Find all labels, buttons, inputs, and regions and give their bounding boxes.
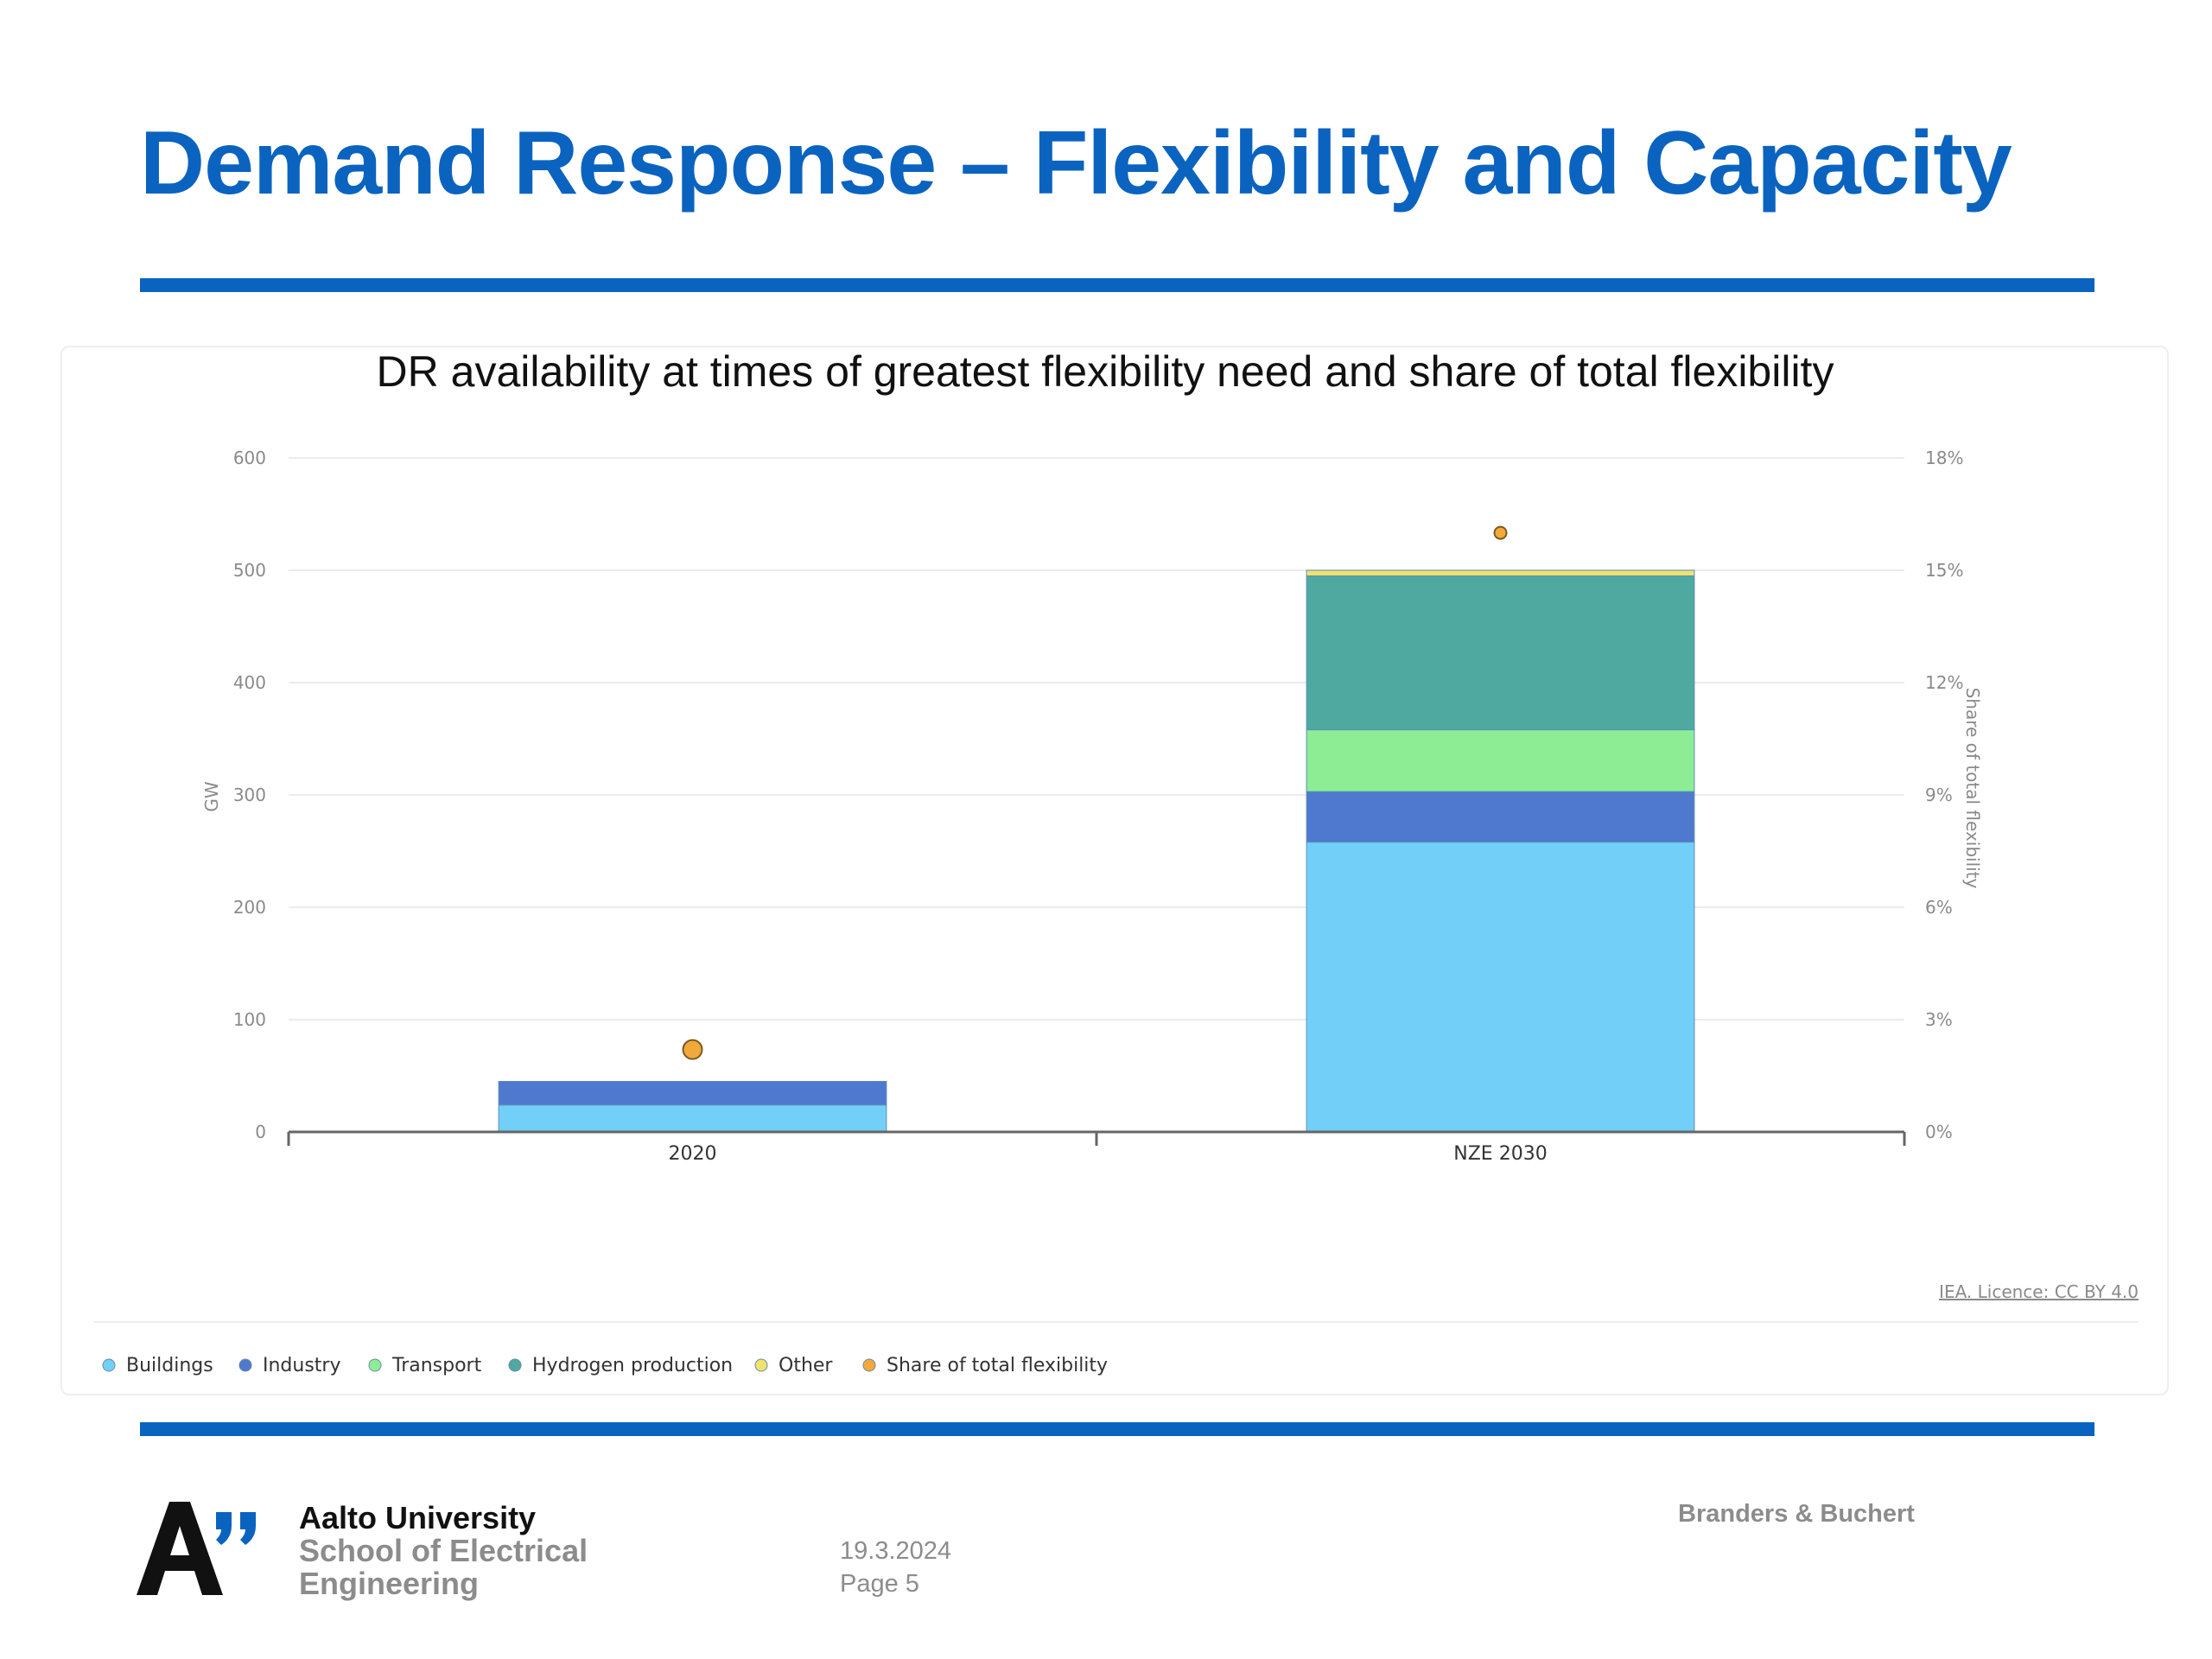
y2-tick-label: 6% (1925, 897, 1953, 918)
y-tick-label: 300 (233, 785, 266, 805)
bar-segment-transport (1306, 729, 1695, 792)
y2-tick-label: 3% (1925, 1009, 1953, 1030)
legend-item-industry[interactable]: Industry (238, 1355, 341, 1376)
bar-segment-other (1306, 569, 1695, 576)
y-tick-label: 500 (233, 560, 266, 581)
y2-tick-label: 12% (1925, 672, 1963, 693)
chart-legend: Buildings Industry Transport Hydrogen produ… (102, 1355, 1108, 1376)
legend-item-other[interactable]: Other (754, 1355, 833, 1376)
chart-axes: 0 0% 100 3% 200 6% 300 9% 400 12% 500 15% 600 18% 2020… (233, 448, 1964, 1165)
org-line-3: Engineering (299, 1566, 480, 1601)
bar-segment-industry (1306, 791, 1695, 843)
slide-title: Demand Response – Flexibility and Capaci… (140, 113, 2012, 213)
chart-bars (498, 525, 1695, 1133)
authors: Branders & Buchert (1678, 1500, 1915, 1528)
legend-swatch (238, 1358, 252, 1372)
title-divider (140, 278, 2094, 292)
footer-divider (140, 1422, 2094, 1436)
org-line-1: Aalto University (299, 1500, 537, 1535)
legend-item-transport[interactable]: Transport (368, 1355, 482, 1376)
y2-tick-label: 9% (1925, 785, 1953, 805)
legend-swatch (754, 1358, 768, 1372)
y-tick-label: 0 (255, 1122, 266, 1142)
chart-card: DR availability at times of greatest fle… (60, 346, 2169, 1395)
aalto-logo-icon (137, 1502, 256, 1595)
date-page-block: 19.3.2024 Page 5 (840, 1535, 951, 1600)
org-line-2: School of Electrical (299, 1533, 588, 1568)
legend-label: Share of total flexibility (887, 1355, 1108, 1376)
bar-segment-industry (498, 1081, 887, 1106)
legend-swatch (508, 1358, 522, 1372)
chart-title: DR availability at times of greatest fle… (377, 347, 1834, 396)
legend-label: Hydrogen production (532, 1355, 733, 1376)
chart-credit-link[interactable]: IEA. Licence: CC BY 4.0 (1939, 1281, 2139, 1302)
y-tick-label: 100 (233, 1009, 266, 1030)
organization-name: Aalto University School of Electrical En… (299, 1502, 588, 1600)
legend-swatch (368, 1358, 382, 1372)
y2-axis-title: Share of total flexibility (1962, 688, 1983, 889)
y-tick-label: 200 (233, 897, 266, 918)
legend-label: Buildings (126, 1355, 213, 1376)
y2-tick-label: 15% (1925, 560, 1963, 581)
legend-item-buildings[interactable]: Buildings (102, 1355, 213, 1376)
share-marker (1493, 525, 1508, 540)
x-category-label: 2020 (669, 1143, 717, 1165)
share-marker (682, 1039, 703, 1060)
bar-segment-hydrogen-production (1306, 575, 1695, 731)
legend-item-share-of-total-flexibility[interactable]: Share of total flexibility (862, 1355, 1108, 1376)
legend-swatch (862, 1358, 876, 1372)
slide-date: 19.3.2024 (840, 1537, 952, 1565)
bar-segment-buildings (1306, 842, 1695, 1133)
legend-swatch (102, 1358, 116, 1372)
legend-label: Industry (263, 1355, 341, 1376)
legend-label: Other (779, 1355, 833, 1376)
x-category-label: NZE 2030 (1453, 1143, 1547, 1165)
y2-tick-label: 0% (1925, 1122, 1953, 1142)
legend-item-hydrogen-production[interactable]: Hydrogen production (508, 1355, 733, 1376)
page-number: Page 5 (840, 1570, 919, 1598)
legend-label: Transport (391, 1355, 482, 1376)
y-tick-label: 400 (233, 672, 266, 693)
y-tick-label: 600 (233, 448, 266, 468)
bar-segment-buildings (498, 1104, 887, 1133)
y-axis-title: GW (201, 781, 222, 811)
chart-svg: DR availability at times of greatest fle… (93, 347, 2139, 1376)
y2-tick-label: 18% (1925, 448, 1963, 468)
